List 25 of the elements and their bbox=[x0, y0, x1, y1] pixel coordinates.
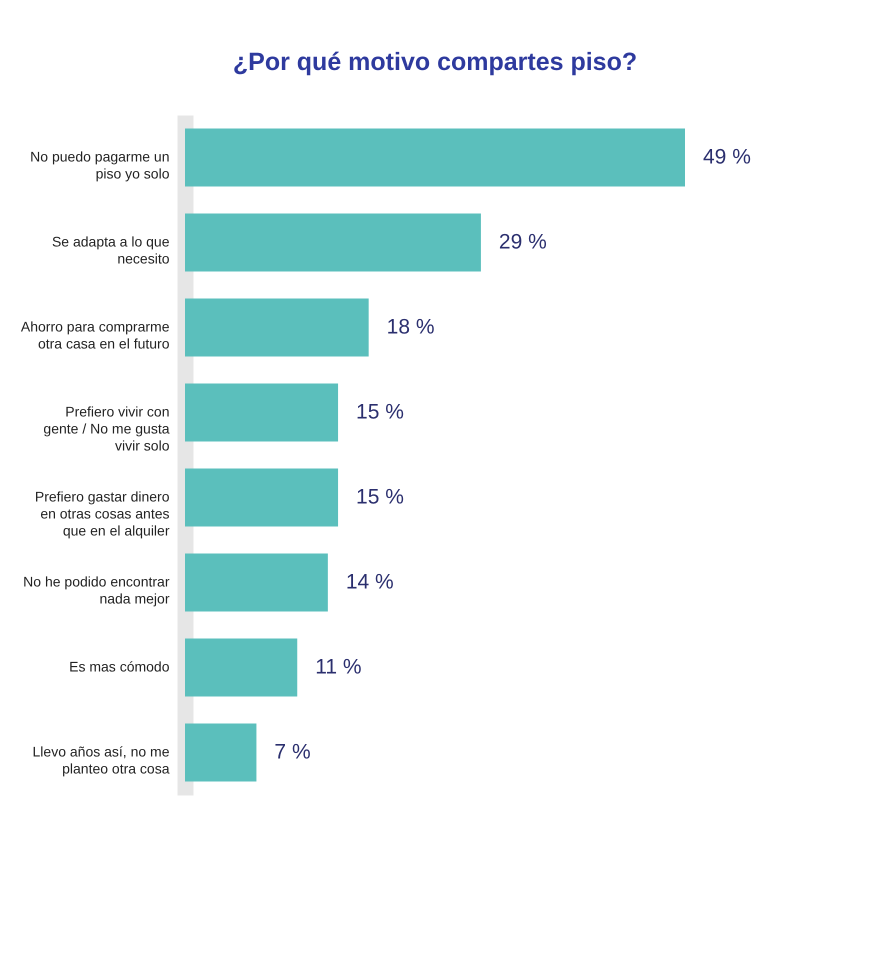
data-label: 11 % bbox=[315, 656, 362, 678]
data-label: 14 % bbox=[346, 570, 394, 594]
data-label: 18 % bbox=[386, 316, 435, 338]
y-tick-label: No puedo pagarme un piso yo solo bbox=[30, 148, 170, 182]
data-label: 7 % bbox=[274, 740, 311, 764]
data-label: 29 % bbox=[498, 230, 547, 254]
data-label: 15 % bbox=[356, 400, 404, 424]
bar bbox=[185, 128, 685, 186]
bar bbox=[185, 554, 328, 612]
bar bbox=[185, 638, 298, 696]
bar bbox=[185, 724, 256, 782]
y-tick-label: Es mas cómodo bbox=[69, 658, 170, 674]
y-tick-label: Ahorro para comprarme otra casa en el futuro bbox=[20, 318, 170, 352]
bar bbox=[185, 298, 369, 356]
y-tick-label: Llevo años así, no me planteo otra cosa bbox=[32, 744, 170, 776]
y-tick-label: No he podido encontrar nada mejor bbox=[23, 574, 170, 606]
bar bbox=[185, 384, 338, 442]
data-label: 15 % bbox=[356, 486, 404, 508]
bar bbox=[185, 468, 338, 526]
y-tick-label: Prefiero gastar dinero en otras cosas antes que en el alquiler bbox=[34, 488, 170, 538]
bar bbox=[185, 214, 481, 272]
y-tick-label: Prefiero vivir con gente / No me gusta vivir solo bbox=[43, 404, 170, 454]
y-tick-label: Se adapta a lo que necesito bbox=[52, 234, 170, 266]
data-label: 49 % bbox=[703, 146, 751, 168]
chart-title: ¿Por qué motivo compartes piso? bbox=[232, 48, 638, 76]
